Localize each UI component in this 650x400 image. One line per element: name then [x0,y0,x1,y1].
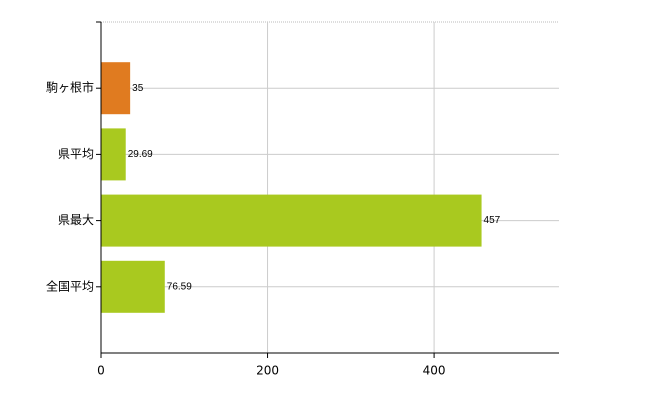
x-tick-label: 200 [256,364,279,378]
y-tick-label: 全国平均 [46,278,94,293]
bar [101,260,165,313]
y-tick-label: 県最大 [58,213,94,227]
value-label: 29.69 [128,149,153,160]
bar [101,62,131,115]
x-tick-label: 0 [97,364,105,378]
value-label: 457 [484,215,501,226]
y-tick-label: 駒ヶ根市 [46,80,94,95]
value-label: 76.59 [167,281,192,292]
x-tick-label: 400 [423,364,446,378]
bar [101,194,482,247]
bar [101,128,126,181]
y-tick-label: 県平均 [58,147,94,161]
value-label: 35 [132,83,144,94]
